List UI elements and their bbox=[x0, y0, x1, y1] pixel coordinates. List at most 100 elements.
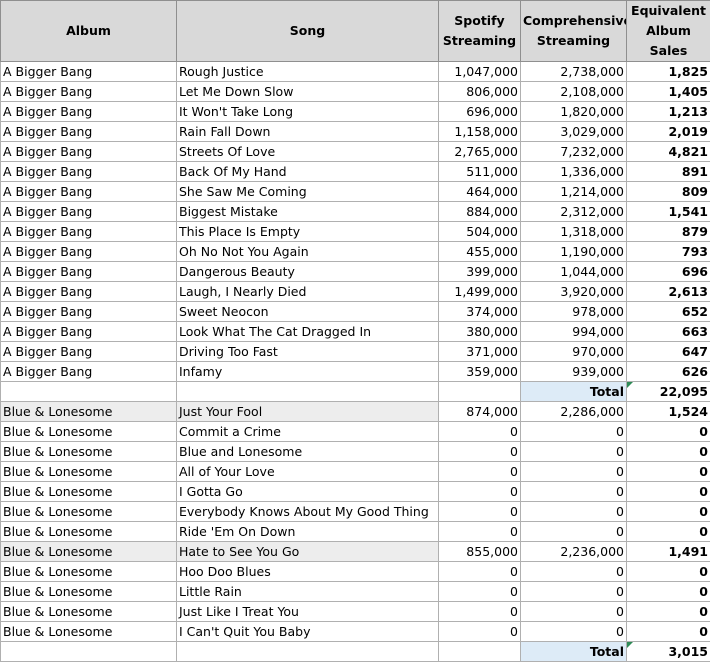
cell-spotify-streaming[interactable]: 0 bbox=[438, 501, 521, 522]
cell-album[interactable]: Blue & Lonesome bbox=[0, 501, 177, 522]
cell-album[interactable]: A Bigger Bang bbox=[0, 241, 177, 262]
cell-spotify-streaming[interactable]: 464,000 bbox=[438, 181, 521, 202]
cell-album[interactable]: Blue & Lonesome bbox=[0, 461, 177, 482]
cell-song[interactable]: Infamy bbox=[176, 361, 439, 382]
header-album[interactable]: Album bbox=[0, 0, 177, 62]
cell-song[interactable]: Dangerous Beauty bbox=[176, 261, 439, 282]
cell-comprehensive-streaming[interactable]: 7,232,000 bbox=[520, 141, 627, 162]
cell-song[interactable]: Little Rain bbox=[176, 581, 439, 602]
cell-song[interactable]: Blue and Lonesome bbox=[176, 441, 439, 462]
cell-album[interactable]: A Bigger Bang bbox=[0, 221, 177, 242]
cell-equivalent-album-sales[interactable]: 1,491 bbox=[626, 541, 710, 562]
cell-comprehensive-streaming[interactable]: 0 bbox=[520, 621, 627, 642]
cell-album[interactable]: A Bigger Bang bbox=[0, 301, 177, 322]
cell-album[interactable]: Blue & Lonesome bbox=[0, 541, 177, 562]
cell-comprehensive-streaming[interactable]: 0 bbox=[520, 481, 627, 502]
cell-comprehensive-streaming[interactable]: 3,920,000 bbox=[520, 281, 627, 302]
cell-comprehensive-streaming[interactable]: 0 bbox=[520, 421, 627, 442]
cell-song[interactable]: Driving Too Fast bbox=[176, 341, 439, 362]
cell-comprehensive-streaming[interactable]: 0 bbox=[520, 501, 627, 522]
cell-song[interactable]: All of Your Love bbox=[176, 461, 439, 482]
cell-equivalent-album-sales[interactable]: 0 bbox=[626, 501, 710, 522]
cell-song[interactable]: Biggest Mistake bbox=[176, 201, 439, 222]
cell-song[interactable]: Rough Justice bbox=[176, 61, 439, 82]
cell-comprehensive-streaming[interactable]: 1,336,000 bbox=[520, 161, 627, 182]
cell-equivalent-album-sales[interactable]: 0 bbox=[626, 421, 710, 442]
cell-album[interactable]: A Bigger Bang bbox=[0, 201, 177, 222]
cell-equivalent-album-sales[interactable]: 626 bbox=[626, 361, 710, 382]
cell-equivalent-album-sales[interactable]: 0 bbox=[626, 561, 710, 582]
header-comprehensive-streaming[interactable]: Comprehensive Streaming bbox=[520, 0, 627, 62]
cell-spotify-streaming[interactable]: 1,499,000 bbox=[438, 281, 521, 302]
cell-equivalent-album-sales[interactable]: 1,825 bbox=[626, 61, 710, 82]
empty-cell[interactable] bbox=[0, 641, 177, 662]
cell-comprehensive-streaming[interactable]: 2,312,000 bbox=[520, 201, 627, 222]
cell-spotify-streaming[interactable]: 374,000 bbox=[438, 301, 521, 322]
cell-album[interactable]: Blue & Lonesome bbox=[0, 441, 177, 462]
cell-equivalent-album-sales[interactable]: 793 bbox=[626, 241, 710, 262]
empty-cell[interactable] bbox=[0, 381, 177, 402]
cell-equivalent-album-sales[interactable]: 0 bbox=[626, 441, 710, 462]
empty-cell[interactable] bbox=[438, 641, 521, 662]
cell-song[interactable]: She Saw Me Coming bbox=[176, 181, 439, 202]
cell-comprehensive-streaming[interactable]: 2,236,000 bbox=[520, 541, 627, 562]
cell-comprehensive-streaming[interactable]: 1,214,000 bbox=[520, 181, 627, 202]
cell-song[interactable]: Streets Of Love bbox=[176, 141, 439, 162]
cell-spotify-streaming[interactable]: 855,000 bbox=[438, 541, 521, 562]
cell-song[interactable]: Oh No Not You Again bbox=[176, 241, 439, 262]
cell-comprehensive-streaming[interactable]: 0 bbox=[520, 441, 627, 462]
header-song[interactable]: Song bbox=[176, 0, 439, 62]
cell-album[interactable]: Blue & Lonesome bbox=[0, 621, 177, 642]
cell-album[interactable]: A Bigger Bang bbox=[0, 81, 177, 102]
cell-spotify-streaming[interactable]: 371,000 bbox=[438, 341, 521, 362]
cell-album[interactable]: Blue & Lonesome bbox=[0, 401, 177, 422]
cell-equivalent-album-sales[interactable]: 0 bbox=[626, 521, 710, 542]
cell-spotify-streaming[interactable]: 0 bbox=[438, 421, 521, 442]
cell-spotify-streaming[interactable]: 0 bbox=[438, 481, 521, 502]
cell-spotify-streaming[interactable]: 0 bbox=[438, 461, 521, 482]
cell-equivalent-album-sales[interactable]: 0 bbox=[626, 581, 710, 602]
cell-equivalent-album-sales[interactable]: 1,524 bbox=[626, 401, 710, 422]
cell-song[interactable]: Sweet Neocon bbox=[176, 301, 439, 322]
cell-spotify-streaming[interactable]: 0 bbox=[438, 441, 521, 462]
cell-song[interactable]: Just Like I Treat You bbox=[176, 601, 439, 622]
cell-album[interactable]: A Bigger Bang bbox=[0, 101, 177, 122]
cell-song[interactable]: Commit a Crime bbox=[176, 421, 439, 442]
cell-song[interactable]: This Place Is Empty bbox=[176, 221, 439, 242]
cell-equivalent-album-sales[interactable]: 2,019 bbox=[626, 121, 710, 142]
cell-song[interactable]: Let Me Down Slow bbox=[176, 81, 439, 102]
empty-cell[interactable] bbox=[438, 381, 521, 402]
cell-spotify-streaming[interactable]: 504,000 bbox=[438, 221, 521, 242]
cell-album[interactable]: A Bigger Bang bbox=[0, 261, 177, 282]
cell-equivalent-album-sales[interactable]: 1,541 bbox=[626, 201, 710, 222]
empty-cell[interactable] bbox=[176, 381, 439, 402]
cell-comprehensive-streaming[interactable]: 1,820,000 bbox=[520, 101, 627, 122]
cell-equivalent-album-sales[interactable]: 1,405 bbox=[626, 81, 710, 102]
cell-comprehensive-streaming[interactable]: 939,000 bbox=[520, 361, 627, 382]
cell-spotify-streaming[interactable]: 399,000 bbox=[438, 261, 521, 282]
cell-equivalent-album-sales[interactable]: 879 bbox=[626, 221, 710, 242]
cell-song[interactable]: Hoo Doo Blues bbox=[176, 561, 439, 582]
cell-album[interactable]: A Bigger Bang bbox=[0, 341, 177, 362]
total-value[interactable]: 22,095 bbox=[626, 381, 710, 402]
cell-spotify-streaming[interactable]: 874,000 bbox=[438, 401, 521, 422]
cell-song[interactable]: I Can't Quit You Baby bbox=[176, 621, 439, 642]
cell-equivalent-album-sales[interactable]: 663 bbox=[626, 321, 710, 342]
cell-spotify-streaming[interactable]: 0 bbox=[438, 521, 521, 542]
cell-album[interactable]: Blue & Lonesome bbox=[0, 521, 177, 542]
cell-song[interactable]: Back Of My Hand bbox=[176, 161, 439, 182]
cell-equivalent-album-sales[interactable]: 809 bbox=[626, 181, 710, 202]
cell-album[interactable]: Blue & Lonesome bbox=[0, 581, 177, 602]
cell-equivalent-album-sales[interactable]: 696 bbox=[626, 261, 710, 282]
cell-comprehensive-streaming[interactable]: 0 bbox=[520, 581, 627, 602]
cell-album[interactable]: A Bigger Bang bbox=[0, 161, 177, 182]
total-label[interactable]: Total bbox=[520, 381, 627, 402]
cell-comprehensive-streaming[interactable]: 970,000 bbox=[520, 341, 627, 362]
cell-comprehensive-streaming[interactable]: 0 bbox=[520, 461, 627, 482]
cell-album[interactable]: A Bigger Bang bbox=[0, 121, 177, 142]
cell-song[interactable]: Ride 'Em On Down bbox=[176, 521, 439, 542]
cell-album[interactable]: A Bigger Bang bbox=[0, 141, 177, 162]
cell-album[interactable]: A Bigger Bang bbox=[0, 281, 177, 302]
cell-comprehensive-streaming[interactable]: 2,108,000 bbox=[520, 81, 627, 102]
cell-album[interactable]: Blue & Lonesome bbox=[0, 561, 177, 582]
